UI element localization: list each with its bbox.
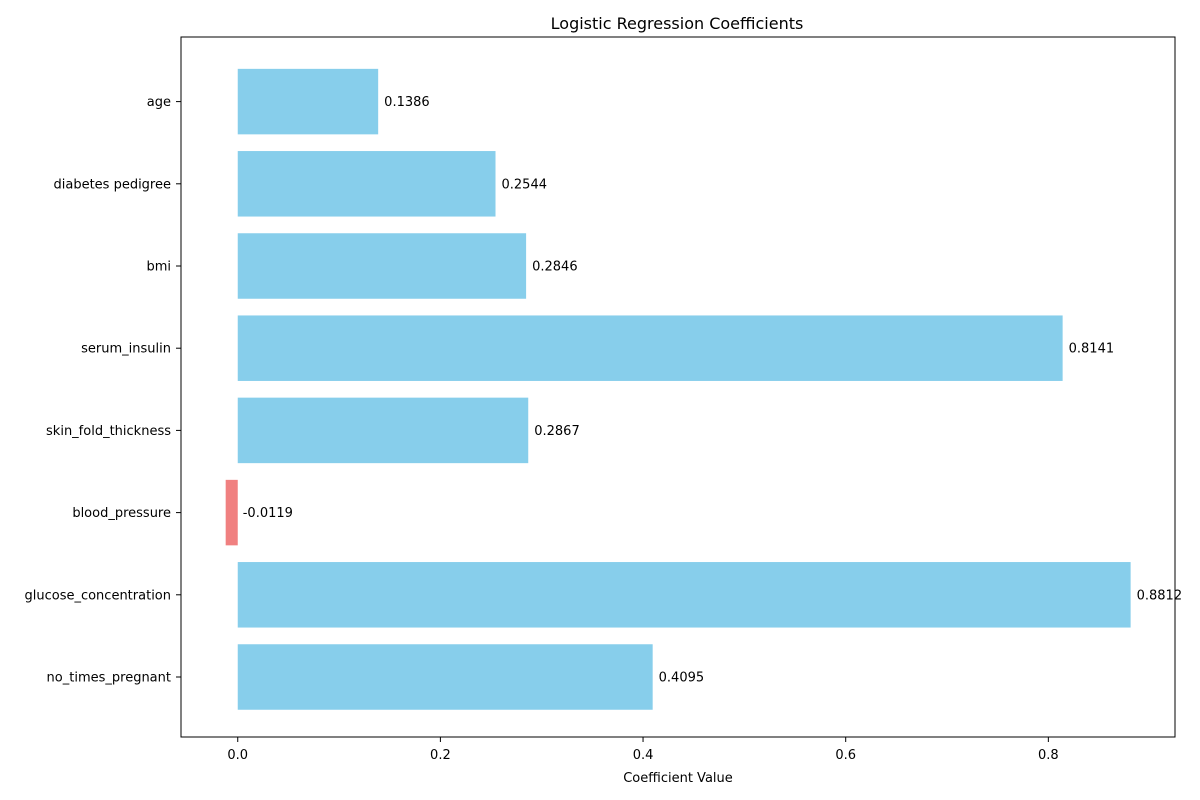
bar-serum-insulin xyxy=(237,315,1063,381)
x-tick-label: 0.4 xyxy=(633,748,654,763)
bars-group xyxy=(225,68,1131,710)
bar-skin-fold-thickness xyxy=(237,397,529,464)
y-tick-label: glucose_concentration xyxy=(24,588,171,603)
y-tick-label: age xyxy=(147,95,171,110)
bar-value-label: 0.2544 xyxy=(502,177,548,192)
x-tick-label: 0.8 xyxy=(1038,748,1059,763)
bar-no-times-pregnant xyxy=(237,644,653,710)
bar-value-labels: 0.4095 0.8812 -0.0119 0.2867 0.8141 0.2846 0.2… xyxy=(243,95,1182,685)
bar-value-label: 0.8812 xyxy=(1137,588,1183,603)
y-tick-label: serum_insulin xyxy=(81,342,171,357)
y-tick-label: blood_pressure xyxy=(72,506,171,521)
bar-value-label: 0.4095 xyxy=(659,671,705,686)
bar-value-label: 0.1386 xyxy=(384,95,430,110)
x-tick-label: 0.2 xyxy=(430,748,451,763)
bar-bmi xyxy=(237,233,527,299)
y-tick-label: diabetes pedigree xyxy=(53,177,171,192)
bar-blood-pressure xyxy=(225,479,238,546)
y-tick-label: no_times_pregnant xyxy=(47,671,171,686)
bar-value-label: 0.2846 xyxy=(532,260,578,275)
x-axis-ticks: 0.0 0.2 0.4 0.6 0.8 xyxy=(227,737,1059,763)
bar-value-label: 0.8141 xyxy=(1069,342,1115,357)
bar-diabetes-pedigree xyxy=(237,151,496,217)
x-axis-label: Coefficient Value xyxy=(623,771,733,786)
y-tick-label: bmi xyxy=(146,260,171,275)
chart-title: Logistic Regression Coefficients xyxy=(551,14,804,33)
x-tick-label: 0.6 xyxy=(835,748,856,763)
y-axis-ticks: no_times_pregnant glucose_concentration bl… xyxy=(24,95,181,686)
bar-value-label: 0.2867 xyxy=(534,424,580,439)
bar-glucose-concentration xyxy=(237,562,1131,628)
x-tick-label: 0.0 xyxy=(227,748,248,763)
y-tick-label: skin_fold_thickness xyxy=(46,424,171,439)
bar-value-label: -0.0119 xyxy=(243,506,293,521)
bar-age xyxy=(237,68,379,135)
plot-frame xyxy=(180,36,1176,738)
